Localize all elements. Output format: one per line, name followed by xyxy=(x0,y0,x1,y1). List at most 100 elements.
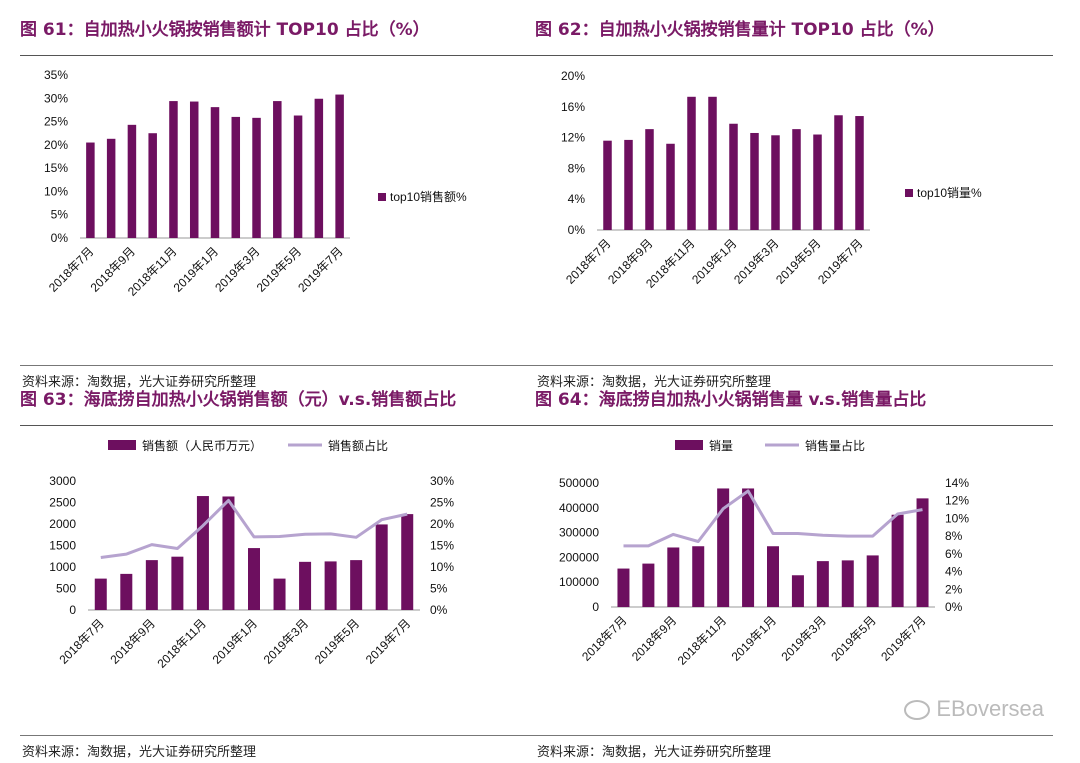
bar xyxy=(120,573,133,610)
legend-swatch xyxy=(905,189,913,197)
y-tick-label: 2000 xyxy=(49,517,76,531)
x-tick-label: 2019年7月 xyxy=(815,236,865,286)
bar xyxy=(813,134,822,230)
legend-swatch xyxy=(108,440,136,450)
chart-title: 图 64：海底捞自加热小火锅销售量 v.s.销售量占比 xyxy=(535,390,927,410)
chart-title: 图 63：海底捞自加热小火锅销售额（元）v.s.销售额占比 xyxy=(20,390,457,410)
bar xyxy=(717,488,730,607)
legend-label: 销售额（人民币万元） xyxy=(142,438,262,453)
bar xyxy=(666,143,675,230)
chart-62-svg: 0%4%8%12%16%20%2018年7月2018年9月2018年11月201… xyxy=(561,69,982,291)
y-tick-label: 2500 xyxy=(49,496,76,510)
legend-label: top10销量% xyxy=(917,186,982,200)
y-tick-label: 0% xyxy=(51,231,69,245)
bar xyxy=(667,547,680,607)
y-tick-label: 100000 xyxy=(559,575,599,589)
chart-63-svg: 0 500 1000 1500 2000 2500 3000 0% 5% 10% 15% 20% 25%… xyxy=(49,438,454,671)
y-tick-label: 1000 xyxy=(49,560,76,574)
bar xyxy=(293,115,303,238)
line-series xyxy=(623,489,923,548)
bar xyxy=(771,135,780,230)
bar xyxy=(324,561,337,610)
y-tick-label: 12% xyxy=(561,131,585,145)
bar xyxy=(314,98,324,238)
x-tick-label: 2018年11月 xyxy=(675,613,730,668)
bar xyxy=(196,496,209,610)
x-tick-label: 2019年3月 xyxy=(731,236,781,286)
chart-panel-64: 图 64：海底捞自加热小火锅销售量 v.s.销售量占比 0 100000 20000… xyxy=(535,385,1053,763)
y-tick-label: 500000 xyxy=(559,476,599,490)
y2-tick-label: 10% xyxy=(945,511,969,525)
bar xyxy=(350,560,363,610)
source-note: 资料来源：淘数据，光大证券研究所整理 xyxy=(22,745,257,760)
bar xyxy=(617,568,630,607)
bar xyxy=(169,101,178,238)
bar xyxy=(692,546,705,607)
y-tick-label: 8% xyxy=(568,161,586,175)
bar xyxy=(645,129,654,230)
y2-tick-label: 25% xyxy=(430,496,454,510)
bar xyxy=(792,129,801,230)
bar xyxy=(273,578,286,610)
y2-tick-label: 12% xyxy=(945,494,969,508)
bar xyxy=(834,115,843,230)
x-tick-label: 2018年7月 xyxy=(563,236,613,286)
x-tick-label: 2019年1月 xyxy=(210,616,260,666)
x-tick-label: 2018年9月 xyxy=(107,616,157,666)
bar xyxy=(791,575,804,607)
bar xyxy=(729,123,738,230)
x-tick-label: 2019年1月 xyxy=(689,236,739,286)
x-tick-label: 2019年5月 xyxy=(773,236,823,286)
bottom-divider xyxy=(535,365,1053,366)
bar xyxy=(248,548,260,610)
y2-tick-label: 8% xyxy=(945,529,963,543)
wechat-icon xyxy=(904,700,931,721)
y2-tick-label: 0% xyxy=(430,603,448,617)
legend-label: 销售量占比 xyxy=(805,438,865,453)
bar xyxy=(767,546,779,607)
x-tick-label: 2019年7月 xyxy=(878,613,928,663)
bar xyxy=(841,560,854,607)
bar xyxy=(401,514,414,610)
bar xyxy=(86,142,95,238)
y2-tick-label: 5% xyxy=(430,582,448,596)
bar xyxy=(750,132,759,230)
x-tick-label: 2019年5月 xyxy=(312,616,362,666)
bar xyxy=(145,560,158,610)
bar xyxy=(148,133,157,238)
x-tick-label: 2019年7月 xyxy=(363,616,413,666)
bar xyxy=(94,578,107,610)
x-tick-label: 2018年7月 xyxy=(579,613,629,663)
chart-61-svg: 0%5%10%15%20%25%30%35%2018年7月2018年9月2018… xyxy=(44,68,467,299)
y-tick-label: 200000 xyxy=(559,550,599,564)
watermark-text: EBoversea xyxy=(936,696,1044,721)
y-tick-label: 0 xyxy=(592,600,599,614)
chart-panel-62: 图 62：自加热小火锅按销售量计 TOP10 占比（%） 0% 4% 8% 12% 16… xyxy=(535,15,1053,393)
x-tick-label: 2019年1月 xyxy=(729,613,779,663)
top-divider xyxy=(535,425,1053,426)
bar xyxy=(855,116,864,230)
legend-label: 销量 xyxy=(709,439,733,453)
bar xyxy=(127,124,137,238)
bar xyxy=(687,96,696,230)
y-tick-label: 30% xyxy=(44,91,68,105)
y2-tick-label: 6% xyxy=(945,547,963,561)
x-tick-label: 2019年3月 xyxy=(778,613,828,663)
x-tick-label: 2018年11月 xyxy=(154,616,209,671)
chart-panel-63: 图 63：海底捞自加热小火锅销售额（元）v.s.销售额占比 0 500 1000 15… xyxy=(20,385,538,763)
y-tick-label: 16% xyxy=(561,100,585,114)
line-series xyxy=(100,498,408,559)
source-note: 资料来源：淘数据，光大证券研究所整理 xyxy=(537,745,772,760)
bar xyxy=(816,561,829,607)
bar xyxy=(335,94,344,238)
bar xyxy=(742,488,755,607)
chart-64-svg: 0 100000 200000 300000 400000 500000 0% 2% 4% 6% 8… xyxy=(559,438,969,668)
source-note: 资料来源：淘数据，光大证券研究所整理 xyxy=(537,375,772,390)
bar xyxy=(375,524,388,610)
x-tick-label: 2019年5月 xyxy=(828,613,878,663)
legend-swatch xyxy=(675,440,703,450)
legend-swatch xyxy=(378,193,386,201)
bar xyxy=(210,107,220,239)
y2-tick-label: 4% xyxy=(945,565,963,579)
y-tick-label: 10% xyxy=(44,184,68,198)
